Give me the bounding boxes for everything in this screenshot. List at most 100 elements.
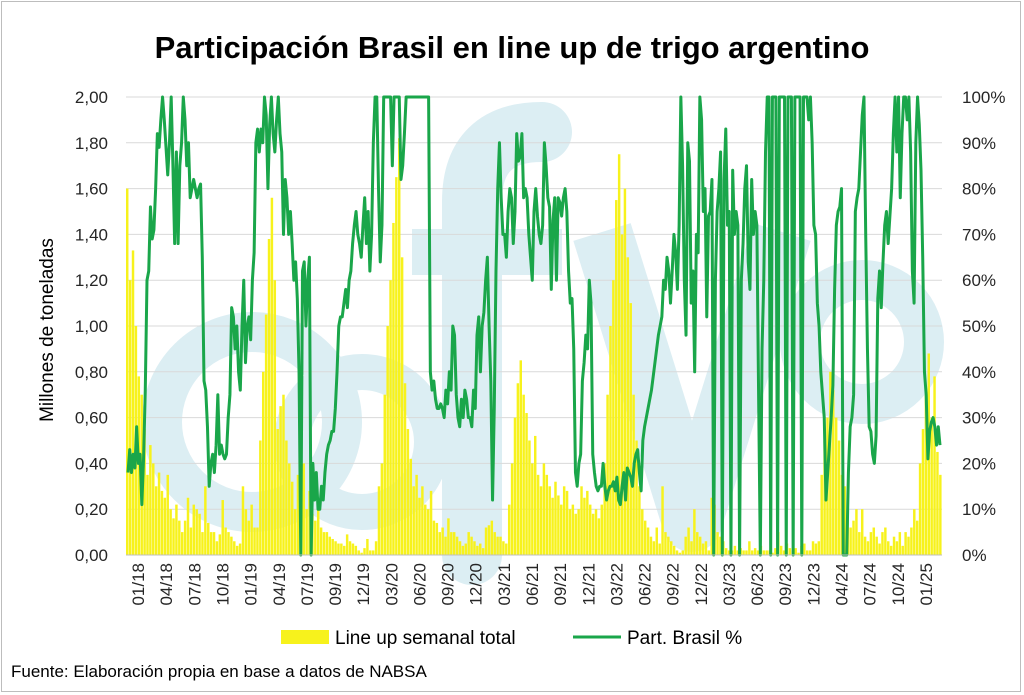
bar — [331, 538, 334, 555]
bar — [646, 527, 650, 555]
bar — [588, 504, 592, 555]
bar — [253, 527, 256, 555]
bar — [325, 532, 329, 555]
bar — [398, 138, 401, 555]
bar — [852, 520, 855, 555]
bar — [638, 486, 641, 555]
bar — [285, 440, 288, 555]
bar — [528, 440, 531, 555]
bar — [377, 486, 381, 555]
bar — [843, 486, 847, 555]
bar — [128, 280, 132, 555]
bar — [620, 234, 624, 555]
bar — [137, 376, 141, 555]
bar — [617, 154, 621, 555]
bar — [522, 394, 525, 555]
bar — [554, 481, 557, 555]
bar — [675, 550, 679, 555]
bar — [803, 543, 806, 555]
x-tick-label: 03/23 — [720, 563, 739, 606]
bar — [782, 550, 786, 555]
bar — [548, 486, 551, 555]
x-tick-label: 12/21 — [579, 563, 598, 606]
bar — [606, 394, 609, 555]
bar — [293, 509, 297, 555]
bar — [910, 527, 913, 555]
x-tick-label: 04/18 — [157, 563, 176, 606]
bar — [302, 463, 305, 555]
x-tick-label: 12/20 — [467, 563, 486, 606]
bar — [690, 541, 693, 555]
x-tick-label: 10/24 — [889, 563, 908, 606]
x-tick-label: 04/24 — [833, 563, 852, 606]
bar — [476, 545, 479, 555]
legend-swatch-bars — [281, 630, 329, 644]
bar — [276, 429, 279, 555]
bar — [748, 541, 751, 555]
bar — [371, 550, 375, 555]
watermark-letter-f — [442, 102, 572, 585]
bar — [235, 545, 239, 555]
bar — [756, 550, 760, 555]
bar — [901, 545, 904, 555]
bar — [724, 548, 728, 555]
y-left-tick-label: 0,60 — [75, 409, 108, 428]
bar — [380, 463, 384, 555]
bar — [183, 520, 187, 555]
bar — [444, 536, 447, 555]
bar — [898, 532, 902, 555]
x-tick-label: 09/19 — [326, 563, 345, 606]
bar — [641, 509, 644, 555]
bar — [426, 509, 430, 555]
bar — [892, 536, 896, 555]
bar — [496, 536, 499, 555]
x-tick-label: 09/23 — [776, 563, 795, 606]
bar — [241, 486, 245, 555]
x-tick-label: 07/24 — [861, 563, 880, 606]
bar — [684, 536, 687, 555]
bar — [869, 532, 873, 555]
bar — [510, 463, 514, 555]
bar — [832, 390, 835, 555]
y-right-tick-label: 70% — [962, 225, 996, 244]
y-left-tick-label: 0,20 — [75, 500, 108, 519]
y-left-tick-label: 1,60 — [75, 180, 108, 199]
bar — [204, 486, 207, 555]
bar — [672, 545, 676, 555]
bar — [571, 504, 575, 555]
bar — [574, 513, 577, 555]
bar — [664, 532, 667, 555]
bar — [788, 548, 792, 555]
x-tick-label: 10/18 — [214, 563, 233, 606]
bar — [655, 527, 658, 555]
y-left-tick-label: 1,80 — [75, 134, 108, 153]
bar — [175, 504, 178, 555]
bar — [649, 536, 653, 555]
bar — [652, 541, 656, 555]
bar — [160, 490, 164, 555]
x-tick-label: 09/20 — [439, 563, 458, 606]
bar — [505, 543, 508, 555]
bar — [771, 552, 774, 555]
bar — [224, 527, 227, 555]
bar — [267, 238, 271, 556]
bar — [247, 520, 250, 555]
bar — [568, 509, 572, 555]
legend: Line up semanal total Part. Brasil % — [281, 628, 742, 649]
bar — [863, 536, 867, 555]
bar — [551, 497, 554, 555]
bar — [131, 250, 135, 555]
bar — [560, 504, 563, 555]
bar — [461, 545, 465, 555]
watermark-letter-v — [573, 223, 811, 552]
bar — [180, 532, 184, 555]
bar — [513, 417, 517, 555]
bar — [860, 509, 864, 555]
bar — [612, 280, 615, 555]
bar — [207, 522, 210, 555]
bar — [432, 520, 436, 555]
bar — [392, 222, 395, 555]
bar — [924, 394, 928, 555]
bar — [395, 177, 398, 555]
